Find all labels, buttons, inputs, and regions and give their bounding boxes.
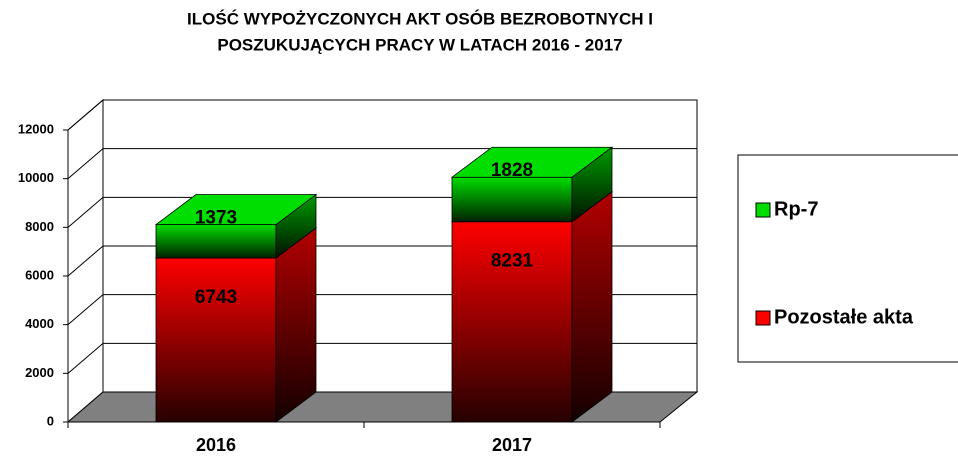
y-tick-label: 4000 [25, 316, 54, 331]
bar-front [451, 221, 573, 423]
grid-line [67, 342, 104, 374]
grid-line [67, 148, 104, 180]
y-tick-label: 0 [47, 413, 54, 428]
grid-line [67, 294, 104, 326]
legend-label: Rp-7 [774, 198, 818, 220]
grid-line [67, 196, 104, 228]
legend-label: Pozostałe akta [774, 306, 914, 328]
x-tick-label: 2017 [492, 435, 532, 455]
grid-line [67, 99, 104, 131]
legend-swatch [755, 202, 771, 218]
bar-side [571, 190, 613, 423]
value-label: 1828 [491, 160, 533, 181]
bar-top [154, 194, 318, 225]
y-tick-label: 8000 [25, 219, 54, 234]
legend [737, 154, 958, 363]
y-tick-label: 12000 [18, 121, 54, 136]
value-label: 6743 [195, 287, 237, 308]
legend-swatch [755, 310, 771, 326]
chart-title: ILOŚĆ WYPOŻYCZONYCH AKT OSÓB BEZROBOTNYC… [187, 9, 653, 28]
y-tick-label: 2000 [25, 365, 54, 380]
bar-front [155, 257, 277, 423]
value-label: 1373 [195, 208, 237, 229]
x-tick-label: 2016 [196, 435, 236, 455]
bar-side [275, 227, 317, 423]
chart-title: POSZUKUJĄCYCH PRACY W LATACH 2016 - 2017 [217, 35, 622, 54]
y-tick-label: 6000 [25, 267, 54, 282]
grid-line [67, 245, 104, 277]
value-label: 8231 [491, 251, 534, 272]
bar-front [155, 224, 277, 259]
bar-top [450, 146, 614, 178]
y-tick-label: 10000 [18, 170, 54, 185]
bar-front [451, 176, 573, 223]
